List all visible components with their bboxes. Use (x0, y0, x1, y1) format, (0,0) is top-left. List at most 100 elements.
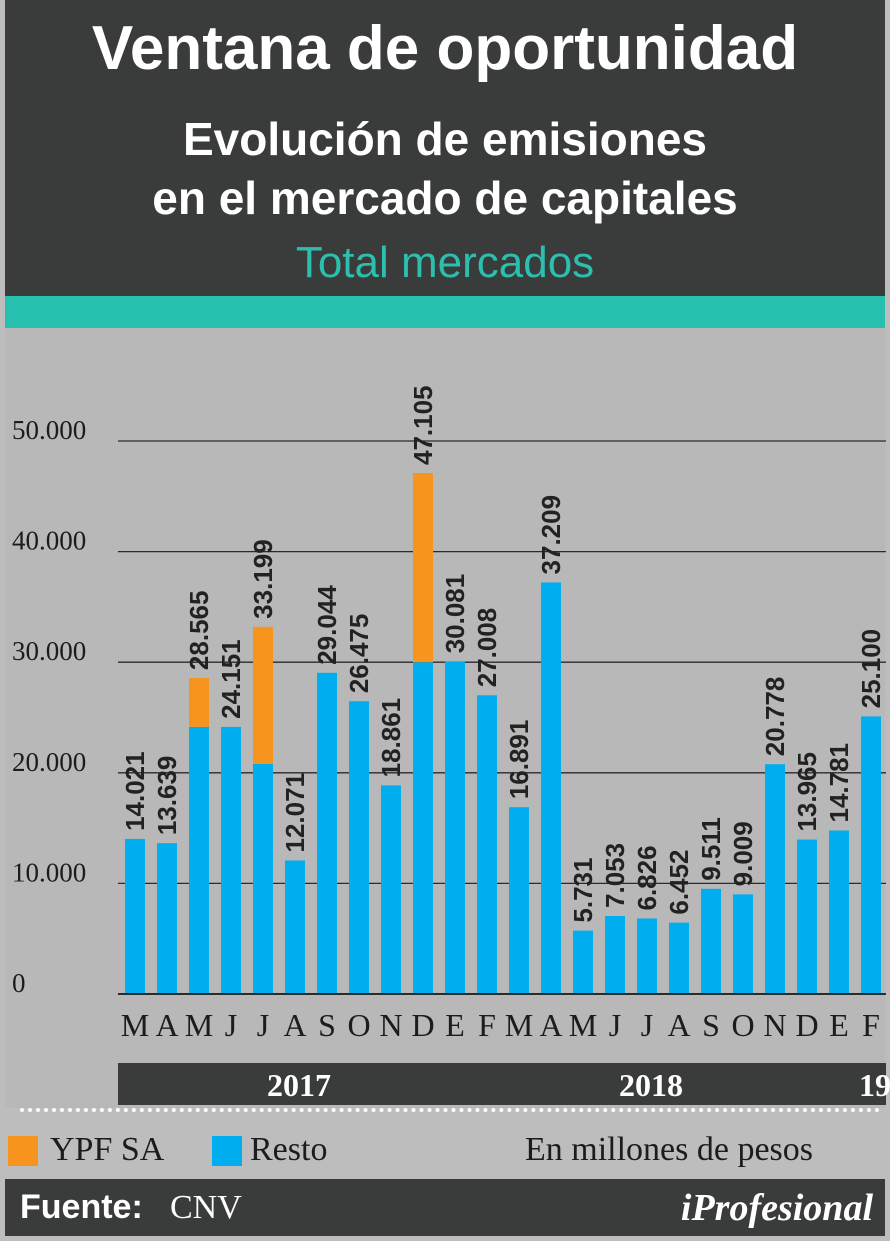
bar-resto (253, 763, 273, 994)
year-label: 2017 (267, 1067, 331, 1103)
x-tick-label: D (411, 1007, 434, 1043)
data-label: 28.565 (184, 591, 214, 671)
data-label: 13.965 (792, 752, 822, 832)
bar-resto (605, 915, 625, 994)
y-tick-label: 50.000 (12, 415, 86, 445)
bar-resto (285, 860, 305, 994)
bar-resto (573, 930, 593, 994)
bar-resto (733, 894, 753, 994)
bar-ypf (253, 626, 273, 764)
data-label: 47.105 (408, 385, 438, 465)
y-tick-label: 10.000 (12, 857, 86, 887)
x-tick-label: A (155, 1007, 178, 1043)
bar-resto (381, 785, 401, 994)
bar-resto (317, 672, 337, 994)
x-tick-label: F (478, 1007, 496, 1043)
x-tick-label: J (641, 1007, 653, 1043)
dotted-divider (20, 1108, 880, 1112)
bar-resto (797, 839, 817, 994)
y-tick-label: 20.000 (12, 747, 86, 777)
subtitle-line-3: Total mercados (295, 238, 595, 287)
y-tick-label: 40.000 (12, 526, 86, 556)
header-banner: Ventana de oportunidad Evolución de emis… (5, 0, 885, 296)
bar-resto (765, 764, 785, 994)
footer-bar: Fuente: CNV iProfesional (5, 1179, 885, 1236)
x-tick-label: F (862, 1007, 880, 1043)
bar-resto (477, 695, 497, 994)
legend: YPF SA Resto En millones de pesos (0, 1126, 890, 1174)
data-label: 29.044 (312, 585, 342, 665)
y-tick-label: 30.000 (12, 636, 86, 666)
x-tick-label: M (185, 1007, 213, 1043)
x-tick-label: N (763, 1007, 786, 1043)
bar-resto (861, 716, 881, 994)
data-label: 7.053 (600, 843, 630, 908)
bar-ypf (413, 473, 433, 663)
bar-resto (701, 888, 721, 994)
data-label: 13.639 (152, 756, 182, 836)
x-tick-label: N (379, 1007, 402, 1043)
x-tick-label: A (283, 1007, 306, 1043)
accent-band (5, 296, 885, 328)
x-tick-label: M (505, 1007, 533, 1043)
bar-resto (125, 838, 145, 994)
bar-resto (637, 918, 657, 994)
bar-resto (509, 807, 529, 994)
data-label: 37.209 (536, 495, 566, 575)
data-label: 12.071 (280, 773, 310, 853)
legend-swatch-resto (212, 1136, 242, 1166)
brand-prefix: i (680, 1187, 692, 1229)
data-label: 27.008 (472, 608, 502, 688)
bar-ypf (189, 678, 209, 727)
data-label: 33.199 (248, 539, 278, 619)
page-title: Ventana de oportunidad (91, 14, 799, 83)
data-label: 9.511 (696, 817, 726, 881)
x-tick-label: E (445, 1007, 465, 1043)
bar-chart: 0 10.000 20.000 30.000 40.000 50.000 14.021 M 13… (12, 385, 890, 1105)
bar-resto (445, 661, 465, 994)
x-tick-label: J (609, 1007, 621, 1043)
unit-note: En millones de pesos (525, 1131, 814, 1168)
data-label: 20.778 (760, 677, 790, 757)
bar-resto (541, 582, 561, 994)
brand-logo: iProfesional (681, 1187, 873, 1229)
data-label: 25.100 (856, 629, 886, 709)
x-tick-label: S (318, 1007, 336, 1043)
bar-resto (189, 726, 209, 994)
data-label: 16.891 (504, 720, 534, 800)
year-label: 19 (859, 1067, 890, 1103)
brand-name: Profesional (691, 1187, 873, 1229)
source-value: CNV (170, 1189, 242, 1226)
data-label: 6.452 (664, 850, 694, 915)
subtitle-line-2: en el mercado de capitales (152, 172, 738, 224)
subtitle-line-1: Evolución de emisiones (182, 113, 708, 165)
data-label: 14.021 (120, 751, 150, 831)
y-tick-label: 0 (12, 968, 26, 998)
x-tick-label: M (569, 1007, 597, 1043)
bar-resto (413, 662, 433, 994)
bar-resto (221, 726, 241, 994)
bar-resto (829, 830, 849, 994)
legend-label-resto: Resto (250, 1131, 328, 1168)
x-tick-label: J (257, 1007, 269, 1043)
year-label: 2018 (619, 1067, 683, 1103)
legend-label-ypf: YPF SA (50, 1131, 165, 1168)
data-label: 18.861 (376, 698, 406, 778)
x-tick-label: S (702, 1007, 720, 1043)
x-tick-label: D (795, 1007, 818, 1043)
x-tick-label: J (225, 1007, 237, 1043)
x-tick-label: O (347, 1007, 370, 1043)
x-tick-label: O (731, 1007, 754, 1043)
data-label: 5.731 (568, 858, 598, 923)
x-tick-label: A (539, 1007, 562, 1043)
x-tick-label: E (829, 1007, 849, 1043)
data-label: 9.009 (728, 821, 758, 886)
bar-resto (349, 701, 369, 994)
bar-resto (157, 843, 177, 994)
x-tick-label: M (121, 1007, 149, 1043)
year-band (118, 1063, 886, 1105)
bar-resto (669, 922, 689, 994)
x-tick-label: A (667, 1007, 690, 1043)
data-label: 26.475 (344, 614, 374, 694)
